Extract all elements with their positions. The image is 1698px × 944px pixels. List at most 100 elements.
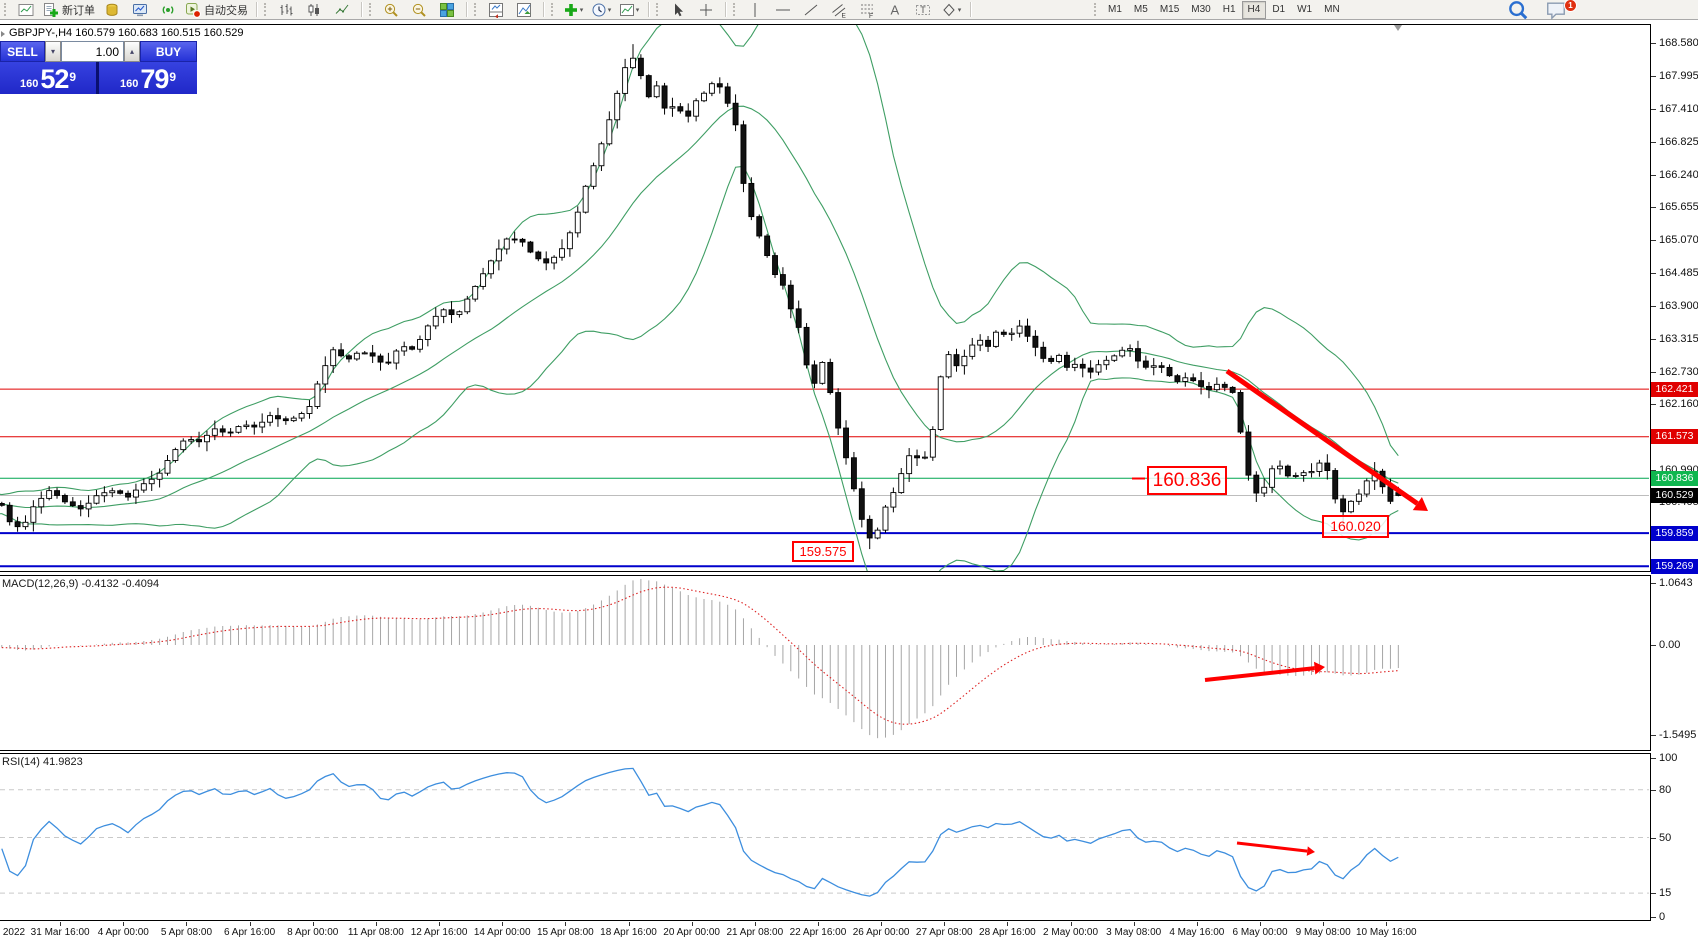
- new-order-button-label: 新订单: [62, 4, 95, 17]
- arrange-charts-button[interactable]: [482, 0, 510, 19]
- shapes-icon: [941, 2, 957, 18]
- crosshair-icon: [698, 2, 714, 18]
- time-tick-label: 22 Apr 16:00: [789, 927, 847, 938]
- time-axis[interactable]: 30 Mar 2022 31 Mar 16:00 4 Apr 00:00 5 Apr …: [0, 922, 1698, 944]
- time-tick-label: 20 Apr 00:00: [663, 927, 720, 938]
- chart-title-ohlc: GBPJPY-,H4 160.579 160.683 160.515 160.5…: [9, 27, 244, 39]
- lot-increase-button[interactable]: ▴: [124, 41, 140, 62]
- notification-badge: 1: [1564, 0, 1577, 12]
- rsi-tick-label: 50: [1659, 831, 1672, 844]
- search-button[interactable]: [1504, 0, 1532, 19]
- svg-text:F: F: [869, 13, 873, 18]
- timeframe-m15[interactable]: M15: [1159, 4, 1180, 15]
- annotation-price-label[interactable]: 160.836: [1147, 466, 1227, 495]
- toolbar-grip: [369, 3, 375, 16]
- vertical-line-tool[interactable]: [741, 0, 769, 19]
- notifications-button[interactable]: 1: [1542, 0, 1577, 20]
- buy-price-whole: 160: [119, 78, 139, 90]
- autotrade-button[interactable]: 自动交易: [182, 0, 251, 19]
- signals-button[interactable]: [154, 0, 182, 19]
- sell-button[interactable]: SELL: [0, 41, 45, 62]
- chart-candles-button[interactable]: [300, 0, 328, 19]
- rsi-tick: [1651, 893, 1656, 895]
- time-tick-label: 2 May 00:00: [1043, 927, 1099, 938]
- time-tick-label: 4 Apr 00:00: [97, 927, 149, 938]
- zoom-in-button[interactable]: [377, 0, 405, 19]
- chart-shift-button[interactable]: [510, 0, 538, 19]
- chart-line-button[interactable]: [328, 0, 356, 19]
- svg-text:E: E: [842, 12, 847, 18]
- price-tick-label: 162.160: [1659, 397, 1698, 410]
- clock-icon: [591, 2, 607, 18]
- timeframe-w1[interactable]: W1: [1297, 4, 1313, 15]
- time-tick: [123, 922, 125, 926]
- price-tick: [1651, 141, 1656, 143]
- price-axis[interactable]: 168.580 167.995 167.410 166.825 166.240 165.6…: [1651, 24, 1698, 574]
- channel-tool[interactable]: E: [825, 0, 853, 19]
- timeframe-h1[interactable]: H1: [1222, 4, 1236, 15]
- indicator-window-icon: [488, 2, 504, 18]
- rsi-tick-label: 15: [1659, 887, 1672, 900]
- text-label-icon: T: [915, 2, 931, 18]
- chart-window-icon[interactable]: [12, 0, 40, 19]
- candles-icon-icon: [306, 2, 322, 18]
- annotation-price-label[interactable]: 160.020: [1322, 515, 1389, 538]
- templates-button[interactable]: ▾: [615, 0, 643, 19]
- indicators-button[interactable]: ▾: [559, 0, 587, 19]
- chart-bars-button[interactable]: [272, 0, 300, 19]
- chart-plot-area[interactable]: [0, 24, 1651, 572]
- trendline-tool[interactable]: [797, 0, 825, 19]
- timeframe-m1[interactable]: M1: [1108, 4, 1122, 15]
- time-tick-label: 9 May 08:00: [1295, 927, 1351, 938]
- price-badge-159.859: 159.859: [1651, 525, 1698, 541]
- new-order-button[interactable]: 新订单: [40, 0, 98, 19]
- timeframe-d1[interactable]: D1: [1272, 4, 1286, 15]
- toolbar-grip: [4, 3, 10, 16]
- timeframe-toolbar: M1 M5 M15 M30 H1 H4 D1 W1 MN: [1090, 0, 1348, 19]
- hline-icon: [775, 2, 791, 18]
- buy-button[interactable]: BUY: [140, 41, 197, 62]
- timeframe-m5[interactable]: M5: [1133, 4, 1148, 15]
- price-tick: [1651, 306, 1656, 308]
- text-a-icon: A: [887, 2, 903, 18]
- add-indicator-icon: [563, 2, 579, 18]
- periods-button[interactable]: ▾: [587, 0, 615, 19]
- timeframe-h4[interactable]: H4: [1241, 0, 1267, 19]
- lot-decrease-button[interactable]: ▾: [45, 41, 61, 62]
- lot-size-input[interactable]: [61, 41, 124, 62]
- tile-windows-icon: [439, 2, 455, 18]
- text-tool[interactable]: A: [881, 0, 909, 19]
- sell-price-display[interactable]: 160 52 9: [0, 62, 96, 94]
- cursor-tool-button[interactable]: [664, 0, 692, 19]
- time-tick-label: 8 Apr 00:00: [287, 927, 339, 938]
- buy-price-display[interactable]: 160 79 9: [99, 62, 197, 94]
- toolbar-separator: [543, 2, 544, 17]
- market-watch-button[interactable]: [126, 0, 154, 19]
- template-chart-icon: [619, 2, 635, 18]
- fibonacci-tool[interactable]: F: [853, 0, 881, 19]
- crosshair-tool-button[interactable]: [692, 0, 720, 19]
- time-tick: [375, 922, 377, 926]
- text-label-tool[interactable]: T: [909, 0, 937, 19]
- toolbar-separator: [725, 2, 726, 17]
- profile-button[interactable]: [98, 0, 126, 19]
- toolbar-grip: [474, 3, 480, 16]
- time-tick: [1070, 922, 1072, 926]
- annotation-price-label[interactable]: 159.575: [792, 541, 854, 562]
- time-tick-label: 21 Apr 08:00: [726, 927, 784, 938]
- toolbar-separator: [256, 2, 257, 17]
- time-tick: [817, 922, 819, 926]
- timeframe-m30[interactable]: M30: [1191, 4, 1211, 15]
- shapes-tool[interactable]: ▾: [937, 0, 965, 19]
- price-tick: [1651, 469, 1656, 471]
- chart-marker-icon: [1, 31, 5, 37]
- zoom-out-button[interactable]: [405, 0, 433, 19]
- horizontal-line-tool[interactable]: [769, 0, 797, 19]
- dropdown-caret-icon: ▾: [607, 6, 612, 14]
- buy-price-pips: 79: [140, 64, 169, 94]
- macd-tick-label: -1.5495: [1659, 728, 1697, 741]
- timeframe-mn[interactable]: MN: [1324, 4, 1340, 15]
- tile-windows-button[interactable]: [433, 0, 461, 19]
- market-watch-icon: [132, 2, 148, 18]
- rsi-tick: [1651, 917, 1656, 918]
